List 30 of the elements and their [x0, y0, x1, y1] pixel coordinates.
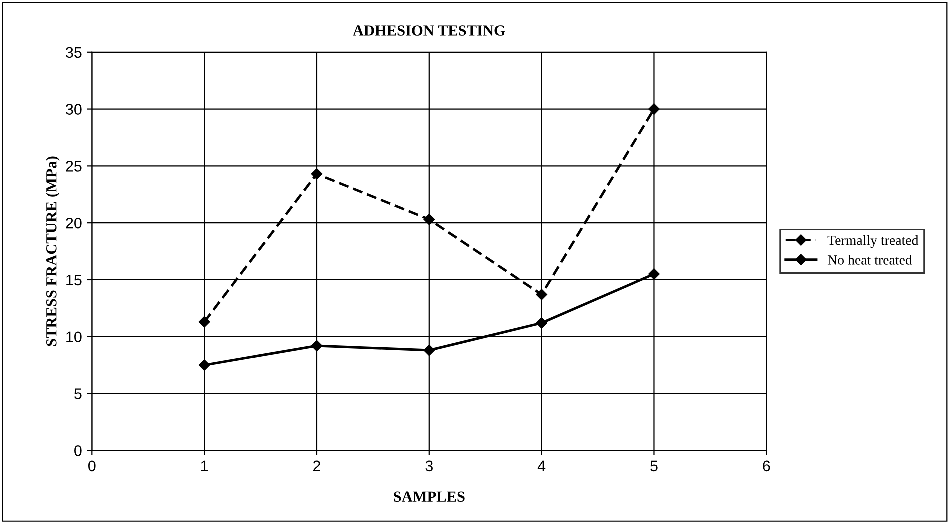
y-tick-label: 25 [66, 161, 82, 172]
point [311, 340, 323, 352]
point [424, 214, 436, 226]
x-tick-label: 3 [426, 460, 433, 472]
chart-title: ADHESION TESTING [353, 26, 506, 36]
x-tick-label: 2 [314, 460, 320, 472]
y-tick-label: 0 [74, 446, 82, 456]
y-tick-label: 10 [66, 332, 82, 343]
point [198, 360, 210, 371]
x-tick-label: 5 [650, 460, 658, 472]
y-axis-title: STRESS FRACTURE (MPa) [46, 156, 60, 346]
point [311, 168, 323, 180]
legend-label: No heat treated [828, 255, 912, 265]
x-axis-title: SAMPLES [394, 492, 465, 502]
x-tick-label: 1 [201, 460, 208, 472]
point [536, 318, 548, 329]
y-tick-label: 20 [66, 218, 82, 229]
x-tick-label: 0 [88, 460, 96, 472]
legend-label: Termally treated [828, 235, 919, 248]
y-tick-label: 15 [66, 274, 82, 286]
point [648, 268, 660, 280]
x-tick-label: 6 [763, 460, 770, 472]
point [536, 289, 548, 300]
point [648, 104, 660, 115]
y-tick-label: 5 [74, 388, 82, 400]
point [198, 316, 210, 328]
x-tick-label: 4 [538, 460, 546, 472]
y-tick-label: 30 [66, 104, 82, 115]
y-tick-label: 35 [66, 47, 82, 58]
point [424, 344, 436, 356]
